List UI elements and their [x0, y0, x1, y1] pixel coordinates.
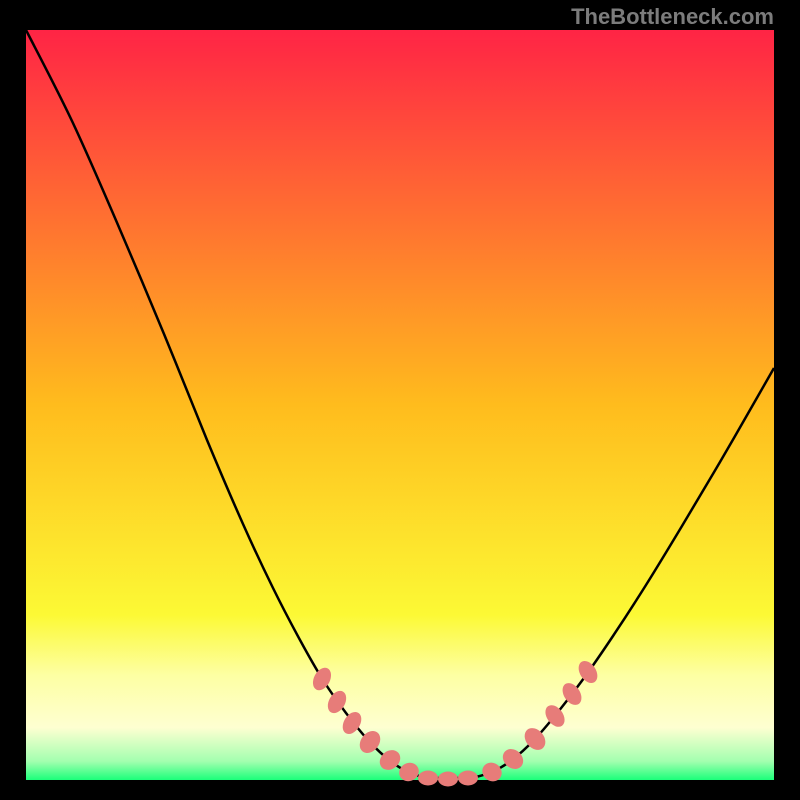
bead-marker	[438, 772, 458, 787]
bead-marker	[418, 771, 438, 786]
curves-svg	[0, 0, 800, 800]
curve-left	[26, 30, 426, 778]
watermark-text: TheBottleneck.com	[571, 4, 774, 30]
bead-marker	[458, 771, 478, 786]
curve-right	[472, 368, 774, 778]
